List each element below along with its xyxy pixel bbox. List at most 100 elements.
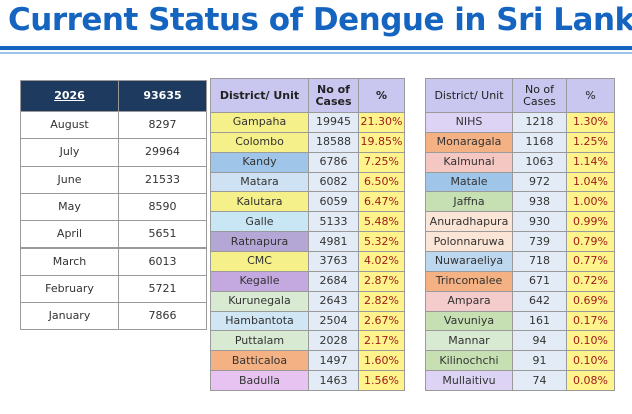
month-cell: July xyxy=(20,138,119,167)
district-cases-cell: 938 xyxy=(512,191,567,213)
district-percent-cell: 1.30% xyxy=(566,112,615,133)
district-name-cell: Matara xyxy=(210,171,309,193)
district-cases-cell: 1168 xyxy=(512,131,567,153)
district-cases-cell: 671 xyxy=(512,270,567,292)
district-name-cell: Gampaha xyxy=(210,112,309,133)
district-percent-cell: 4.02% xyxy=(358,251,405,272)
district-name-cell: Jaffna xyxy=(425,191,513,213)
month-cell: February xyxy=(20,274,119,304)
month-cases-cell: 7866 xyxy=(118,302,207,331)
district-cases-cell: 1463 xyxy=(308,370,359,391)
district-percent-cell: 2.82% xyxy=(358,290,405,312)
district-name-cell: Polonnaruwa xyxy=(425,231,513,252)
district-cases-cell: 19945 xyxy=(308,112,359,133)
district-name-cell: Matale xyxy=(425,171,513,193)
district-cases-cell: 18588 xyxy=(308,131,359,153)
district-header-cell: No of Cases xyxy=(308,78,359,113)
district-cases-cell: 6082 xyxy=(308,171,359,193)
district-name-cell: Mannar xyxy=(425,330,513,352)
month-cell: January xyxy=(20,302,119,331)
district-cases-cell: 972 xyxy=(512,171,567,193)
district-name-cell: Kandy xyxy=(210,151,309,173)
district-percent-cell: 0.79% xyxy=(566,231,615,252)
district-percent-cell: 1.00% xyxy=(566,191,615,213)
month-cell: April xyxy=(20,220,119,249)
district-name-cell: Puttalam xyxy=(210,330,309,352)
district-cases-cell: 6059 xyxy=(308,191,359,213)
district-name-cell: Monaragala xyxy=(425,131,513,153)
district-percent-cell: 0.77% xyxy=(566,251,615,272)
district-name-cell: Ampara xyxy=(425,290,513,312)
district-cases-cell: 2684 xyxy=(308,270,359,292)
district-cases-cell: 930 xyxy=(512,211,567,233)
district-percent-cell: 0.72% xyxy=(566,270,615,292)
district-percent-cell: 1.60% xyxy=(358,350,405,372)
district-percent-cell: 5.32% xyxy=(358,231,405,252)
district-percent-cell: 0.10% xyxy=(566,330,615,352)
title-rule xyxy=(0,46,632,50)
district-cases-cell: 1218 xyxy=(512,112,567,133)
district-header-cell: % xyxy=(358,78,405,113)
district-cases-cell: 91 xyxy=(512,350,567,372)
year-header-cell: 93635 xyxy=(118,80,207,112)
month-cases-cell: 8297 xyxy=(118,111,207,140)
district-cases-cell: 74 xyxy=(512,370,567,391)
district-name-cell: Nuwaraeliya xyxy=(425,251,513,272)
district-percent-cell: 0.69% xyxy=(566,290,615,312)
district-percent-cell: 1.25% xyxy=(566,131,615,153)
district-percent-cell: 6.47% xyxy=(358,191,405,213)
district-cases-cell: 6786 xyxy=(308,151,359,173)
district-cases-cell: 718 xyxy=(512,251,567,272)
district-percent-cell: 1.56% xyxy=(358,370,405,391)
district-cases-cell: 2643 xyxy=(308,290,359,312)
title-rule-light xyxy=(0,52,632,54)
district-name-cell: Mullaitivu xyxy=(425,370,513,391)
district-name-cell: Kalmunai xyxy=(425,151,513,173)
district-percent-cell: 5.48% xyxy=(358,211,405,233)
month-cell: August xyxy=(20,111,119,140)
district-percent-cell: 0.08% xyxy=(566,370,615,391)
district-cases-cell: 4981 xyxy=(308,231,359,252)
year-header-cell: 2026 xyxy=(20,80,119,112)
month-cases-cell: 5721 xyxy=(118,274,207,304)
district-name-cell: Vavuniya xyxy=(425,310,513,332)
district-name-cell: CMC xyxy=(210,251,309,272)
district-percent-cell: 2.67% xyxy=(358,310,405,332)
month-cases-cell: 29964 xyxy=(118,138,207,167)
district-percent-cell: 0.17% xyxy=(566,310,615,332)
district-name-cell: Ratnapura xyxy=(210,231,309,252)
district-percent-cell: 1.04% xyxy=(566,171,615,193)
month-cases-cell: 21533 xyxy=(118,165,207,194)
district-percent-cell: 0.99% xyxy=(566,211,615,233)
district-cases-cell: 642 xyxy=(512,290,567,312)
district-percent-cell: 19.85% xyxy=(358,131,405,153)
district-cases-cell: 161 xyxy=(512,310,567,332)
district-cases-cell: 2028 xyxy=(308,330,359,352)
district-percent-cell: 21.30% xyxy=(358,112,405,133)
district-cases-cell: 2504 xyxy=(308,310,359,332)
district-cases-cell: 5133 xyxy=(308,211,359,233)
district-name-cell: Kilinochchi xyxy=(425,350,513,372)
district-name-cell: Batticaloa xyxy=(210,350,309,372)
month-cell: March xyxy=(20,247,119,276)
district-cases-cell: 739 xyxy=(512,231,567,252)
district-header-cell: % xyxy=(566,78,615,113)
district-name-cell: Hambantota xyxy=(210,310,309,332)
district-percent-cell: 2.87% xyxy=(358,270,405,292)
month-cases-cell: 6013 xyxy=(118,247,207,276)
month-cell: June xyxy=(20,165,119,194)
district-percent-cell: 1.14% xyxy=(566,151,615,173)
district-name-cell: Kegalle xyxy=(210,270,309,292)
district-percent-cell: 0.10% xyxy=(566,350,615,372)
district-cases-cell: 1497 xyxy=(308,350,359,372)
district-cases-cell: 3763 xyxy=(308,251,359,272)
month-cases-cell: 8590 xyxy=(118,192,207,222)
district-name-cell: Anuradhapura xyxy=(425,211,513,233)
district-cases-cell: 1063 xyxy=(512,151,567,173)
district-percent-cell: 7.25% xyxy=(358,151,405,173)
district-name-cell: Badulla xyxy=(210,370,309,391)
district-name-cell: Trincomalee xyxy=(425,270,513,292)
district-name-cell: NIHS xyxy=(425,112,513,133)
district-header-cell: District/ Unit xyxy=(425,78,513,113)
